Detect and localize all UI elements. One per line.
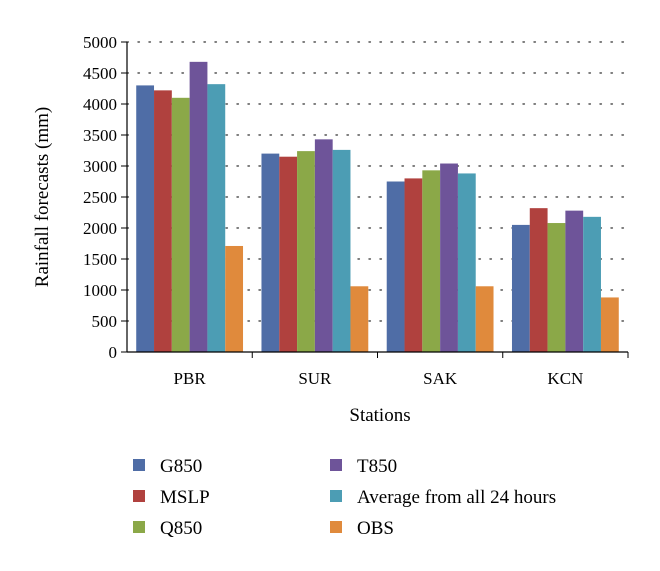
legend-item: MSLP: [133, 487, 210, 508]
bar-sur-average-from-all-24-hours: [332, 149, 351, 352]
bar-kcn-mslp: [529, 208, 548, 352]
legend-item: G850: [133, 456, 202, 477]
y-tick-labels: 0 500 1000 1500 2000 2500 3000 3500 4000 4500 5000: [83, 33, 117, 362]
legend-label: OBS: [357, 518, 394, 539]
bar-sak-obs: [475, 286, 494, 352]
legend-label: T850: [357, 456, 397, 477]
bar-kcn-g850: [511, 224, 530, 352]
legend-label: Q850: [160, 518, 202, 539]
legend-label: Average from all 24 hours: [357, 487, 556, 508]
bar-pbr-obs: [225, 245, 244, 352]
x-tick-labels: PBR SUR SAK KCN: [174, 369, 584, 388]
y-tick-label: 5000: [83, 33, 117, 52]
legend-swatch: [330, 459, 342, 471]
bar-pbr-average-from-all-24-hours: [207, 84, 226, 352]
y-tick-label: 0: [109, 343, 118, 362]
y-tick-label: 4000: [83, 95, 117, 114]
x-tick-label: KCN: [547, 369, 583, 388]
bar-kcn-q850: [547, 223, 566, 352]
x-axis-title: Stations: [349, 405, 410, 426]
bar-sur-q850: [297, 151, 315, 352]
legend-label: G850: [160, 456, 202, 477]
bar-pbr-q850: [171, 97, 190, 352]
y-tick-label: 4500: [83, 64, 117, 83]
axes: [121, 41, 629, 358]
bar-kcn-obs: [600, 297, 619, 352]
legend: G850 MSLP Q850 T850 Average from all 24 hour…: [133, 456, 556, 539]
legend-item: OBS: [330, 518, 394, 539]
legend-swatch: [133, 459, 145, 471]
y-tick-label: 3000: [83, 157, 117, 176]
y-tick-label: 1000: [83, 281, 117, 300]
legend-swatch: [133, 521, 145, 533]
legend-item: Q850: [133, 518, 202, 539]
y-tick-label: 3500: [83, 126, 117, 145]
legend-item: Average from all 24 hours: [330, 487, 556, 508]
x-tick-label: PBR: [174, 369, 207, 388]
bar-sak-t850: [440, 163, 458, 352]
bar-sak-mslp: [404, 178, 423, 352]
y-tick-label: 2000: [83, 219, 117, 238]
bar-sak-q850: [422, 170, 441, 352]
y-tick-label: 2500: [83, 188, 117, 207]
y-tick-label: 1500: [83, 250, 117, 269]
x-tick-label: SUR: [298, 369, 332, 388]
bar-sur-g850: [261, 153, 280, 352]
bar-sur-obs: [350, 286, 369, 352]
legend-swatch: [330, 490, 342, 502]
bar-pbr-t850: [189, 61, 208, 353]
y-axis-title: Rainfall forecasts (mm): [32, 107, 53, 287]
legend-swatch: [133, 490, 145, 502]
y-tick-label: 500: [92, 312, 118, 331]
bars: [136, 61, 619, 353]
bar-sak-average-from-all-24-hours: [457, 173, 476, 352]
bar-pbr-mslp: [154, 90, 172, 353]
legend-item: T850: [330, 456, 397, 477]
bar-kcn-t850: [565, 210, 584, 352]
legend-label: MSLP: [160, 487, 210, 508]
bar-sur-t850: [314, 139, 333, 352]
bar-sak-g850: [386, 181, 405, 352]
x-tick-label: SAK: [423, 369, 458, 388]
bar-kcn-average-from-all-24-hours: [583, 216, 601, 352]
bar-sur-mslp: [279, 156, 298, 352]
legend-swatch: [330, 521, 342, 533]
bar-pbr-g850: [136, 85, 155, 353]
